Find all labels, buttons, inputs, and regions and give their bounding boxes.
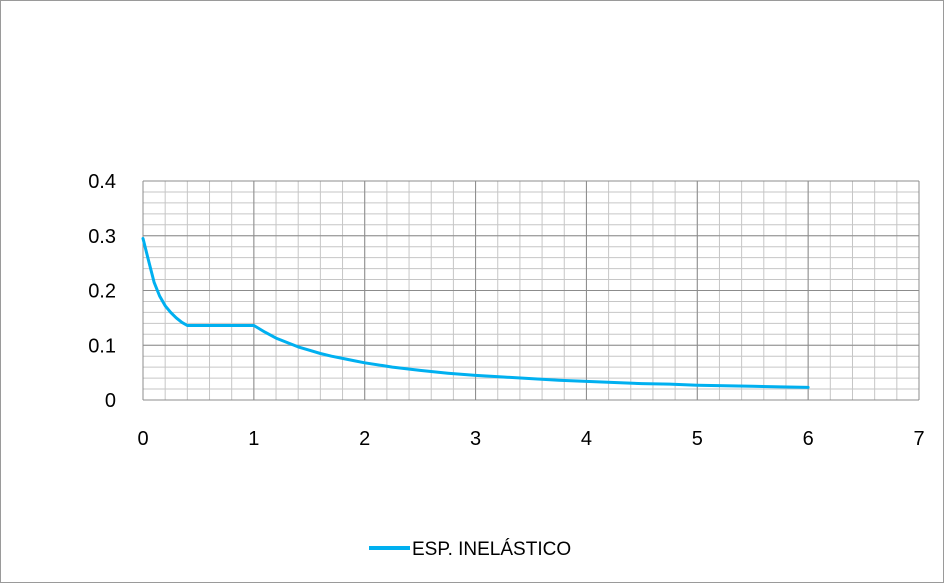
x-tick-label: 5 <box>692 428 703 450</box>
x-tick-label: 2 <box>359 428 370 450</box>
major-gridlines <box>142 180 920 401</box>
y-tick-label: 0.3 <box>88 226 116 248</box>
y-tick-label: 0.1 <box>88 335 116 357</box>
x-tick-label: 1 <box>248 428 259 450</box>
x-tick-label: 4 <box>581 428 592 450</box>
legend-label: ESP. INELÁSTICO <box>412 539 571 560</box>
x-tick-label: 7 <box>913 428 924 450</box>
y-axis-ticks: 0 0.1 0.2 0.3 0.4 <box>88 171 116 412</box>
series-line <box>141 237 810 389</box>
y-tick-label: 0.4 <box>88 171 116 193</box>
y-tick-label: 0 <box>105 390 116 412</box>
legend: ESP. INELÁSTICO <box>369 539 571 560</box>
x-axis-ticks: 0 1 2 3 4 5 6 7 <box>137 428 924 450</box>
series-layer <box>141 237 810 389</box>
y-tick-label: 0.2 <box>88 281 116 303</box>
x-tick-label: 6 <box>803 428 814 450</box>
x-tick-label: 0 <box>137 428 148 450</box>
x-tick-label: 3 <box>470 428 481 450</box>
